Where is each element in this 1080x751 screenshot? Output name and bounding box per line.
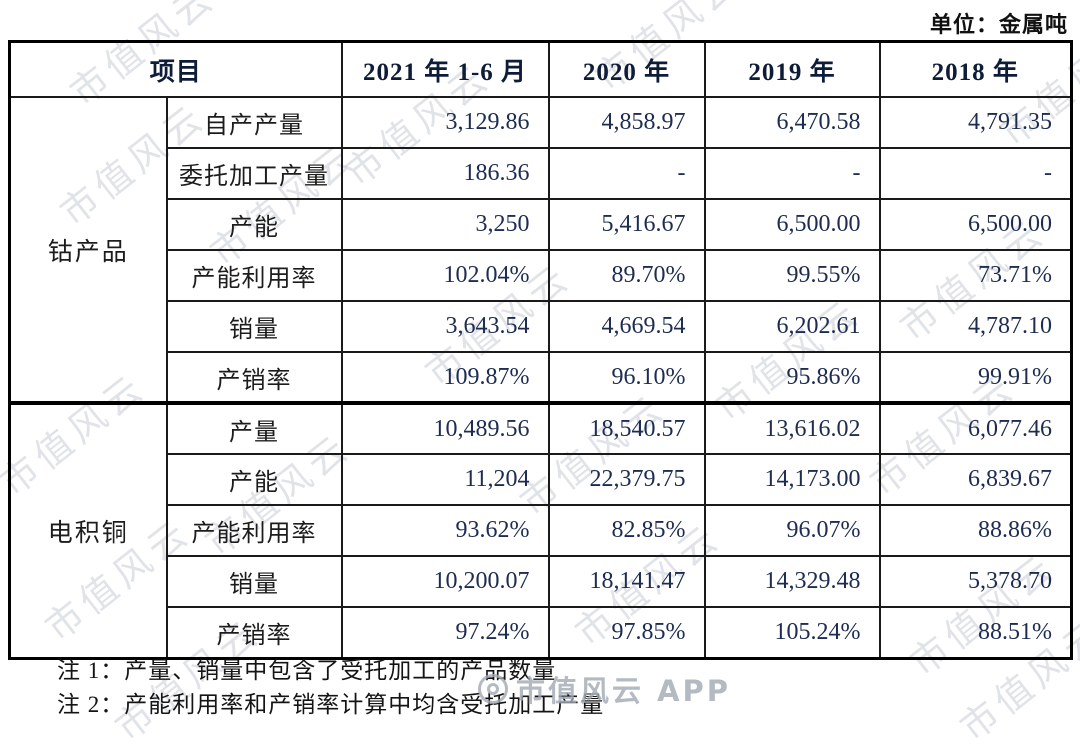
- value-cell: 10,200.07: [340, 555, 550, 608]
- value-cell: 105.24%: [703, 606, 881, 659]
- value-cell: 4,787.10: [878, 300, 1073, 353]
- value-cell: 18,540.57: [547, 401, 706, 455]
- value-cell: 14,329.48: [703, 555, 881, 608]
- row-label: 产能: [165, 453, 343, 506]
- value-cell: -: [878, 147, 1073, 200]
- value-cell: 89.70%: [547, 249, 706, 302]
- footnote-2: 注 2：产能利用率和产销率计算中均含受托加工产量: [57, 692, 605, 717]
- value-cell: 10,489.56: [340, 401, 550, 455]
- value-cell: 82.85%: [547, 504, 706, 557]
- value-cell: 99.55%: [703, 249, 881, 302]
- row-label: 委托加工产量: [165, 147, 343, 200]
- value-cell: 6,077.46: [878, 401, 1073, 455]
- value-cell: 96.07%: [703, 504, 881, 557]
- value-cell: 88.86%: [878, 504, 1073, 557]
- column-header-period-2019: 2019 年: [703, 40, 881, 98]
- value-cell: 93.62%: [340, 504, 550, 557]
- table-row: 产能利用率 102.04% 89.70% 99.55% 73.71%: [10, 249, 1073, 302]
- production-table: 项目 2021 年 1-6 月 2020 年 2019 年 2018 年 钴产品…: [8, 40, 1074, 660]
- unit-label: 单位：金属吨: [929, 12, 1068, 37]
- table-row: 销量 3,643.54 4,669.54 6,202.61 4,787.10: [10, 300, 1073, 353]
- table-row: 电积铜 产量 10,489.56 18,540.57 13,616.02 6,077.46: [8, 401, 1073, 659]
- value-cell: 99.91%: [878, 351, 1073, 404]
- row-label: 销量: [165, 555, 343, 608]
- row-label: 产销率: [165, 351, 343, 404]
- value-cell: 6,202.61: [703, 300, 881, 353]
- table-header-row: 项目 2021 年 1-6 月 2020 年 2019 年 2018 年: [8, 40, 1073, 98]
- value-cell: 3,250: [340, 198, 550, 251]
- table-row: 产能利用率 93.62% 82.85% 96.07% 88.86%: [10, 504, 1073, 557]
- table-row: 产销率 109.87% 96.10% 95.86% 99.91%: [10, 351, 1073, 404]
- table-row: 产能 3,250 5,416.67 6,500.00 6,500.00: [10, 198, 1073, 251]
- value-cell: 3,643.54: [340, 300, 550, 353]
- value-cell: 6,500.00: [878, 198, 1073, 251]
- column-header-period-2018: 2018 年: [878, 40, 1073, 98]
- row-label: 产销率: [165, 606, 343, 659]
- value-cell: 6,839.67: [878, 453, 1073, 506]
- table-row: 产销率 97.24% 97.85% 105.24% 88.51%: [10, 606, 1073, 659]
- footer-watermark: 市值风云 APP: [478, 668, 731, 710]
- value-cell: 97.85%: [547, 606, 706, 659]
- value-cell: 73.71%: [878, 249, 1073, 302]
- value-cell: 186.36: [340, 147, 550, 200]
- value-cell: 88.51%: [878, 606, 1073, 659]
- weibo-icon: [478, 674, 508, 704]
- value-cell: 3,129.86: [340, 96, 550, 149]
- value-cell: 4,791.35: [878, 96, 1073, 149]
- group-name: 电积铜: [8, 401, 168, 659]
- value-cell: 11,204: [340, 453, 550, 506]
- group-name: 钴产品: [8, 96, 168, 404]
- table-row: 钴产品 自产产量 3,129.86 4,858.97 6,470.58 4,791.35: [8, 96, 1073, 404]
- value-cell: -: [547, 147, 706, 200]
- value-cell: 102.04%: [340, 249, 550, 302]
- footer-watermark-text: 市值风云 APP: [516, 674, 732, 708]
- value-cell: 5,378.70: [878, 555, 1073, 608]
- value-cell: 6,470.58: [703, 96, 881, 149]
- row-label: 产量: [165, 401, 343, 455]
- footnote-1: 注 1：产量、销量中包含了受托加工的产品数量: [57, 658, 557, 683]
- value-cell: 95.86%: [703, 351, 881, 404]
- value-cell: 96.10%: [547, 351, 706, 404]
- table-body: 钴产品 自产产量 3,129.86 4,858.97 6,470.58 4,791.35 委…: [8, 96, 1073, 659]
- table-row: 委托加工产量 186.36- - -: [10, 147, 1073, 200]
- column-header-period-2020: 2020 年: [547, 40, 706, 98]
- value-cell: 4,669.54: [547, 300, 706, 353]
- row-label: 产能: [165, 198, 343, 251]
- column-header-period-2021: 2021 年 1-6 月: [340, 40, 550, 98]
- column-header-item: 项目: [8, 40, 343, 98]
- value-cell: 109.87%: [340, 351, 550, 404]
- footnotes: 注 1：产量、销量中包含了受托加工的产品数量 注 2：产能利用率和产销率计算中均…: [57, 654, 604, 722]
- row-label: 产能利用率: [165, 504, 343, 557]
- value-cell: 13,616.02: [703, 401, 881, 455]
- value-cell: 22,379.75: [547, 453, 706, 506]
- table-row: 产能 11,204 22,379.75 14,173.00 6,839.67: [10, 453, 1073, 506]
- value-cell: 14,173.00: [703, 453, 881, 506]
- value-cell: 18,141.47: [547, 555, 706, 608]
- value-cell: 97.24%: [340, 606, 550, 659]
- value-cell: 6,500.00: [703, 198, 881, 251]
- value-cell: -: [703, 147, 881, 200]
- value-cell: 5,416.67: [547, 198, 706, 251]
- row-label: 自产产量: [165, 96, 343, 149]
- table-row: 销量 10,200.07 18,141.47 14,329.48 5,378.70: [10, 555, 1073, 608]
- row-label: 销量: [165, 300, 343, 353]
- row-label: 产能利用率: [165, 249, 343, 302]
- value-cell: 4,858.97: [547, 96, 706, 149]
